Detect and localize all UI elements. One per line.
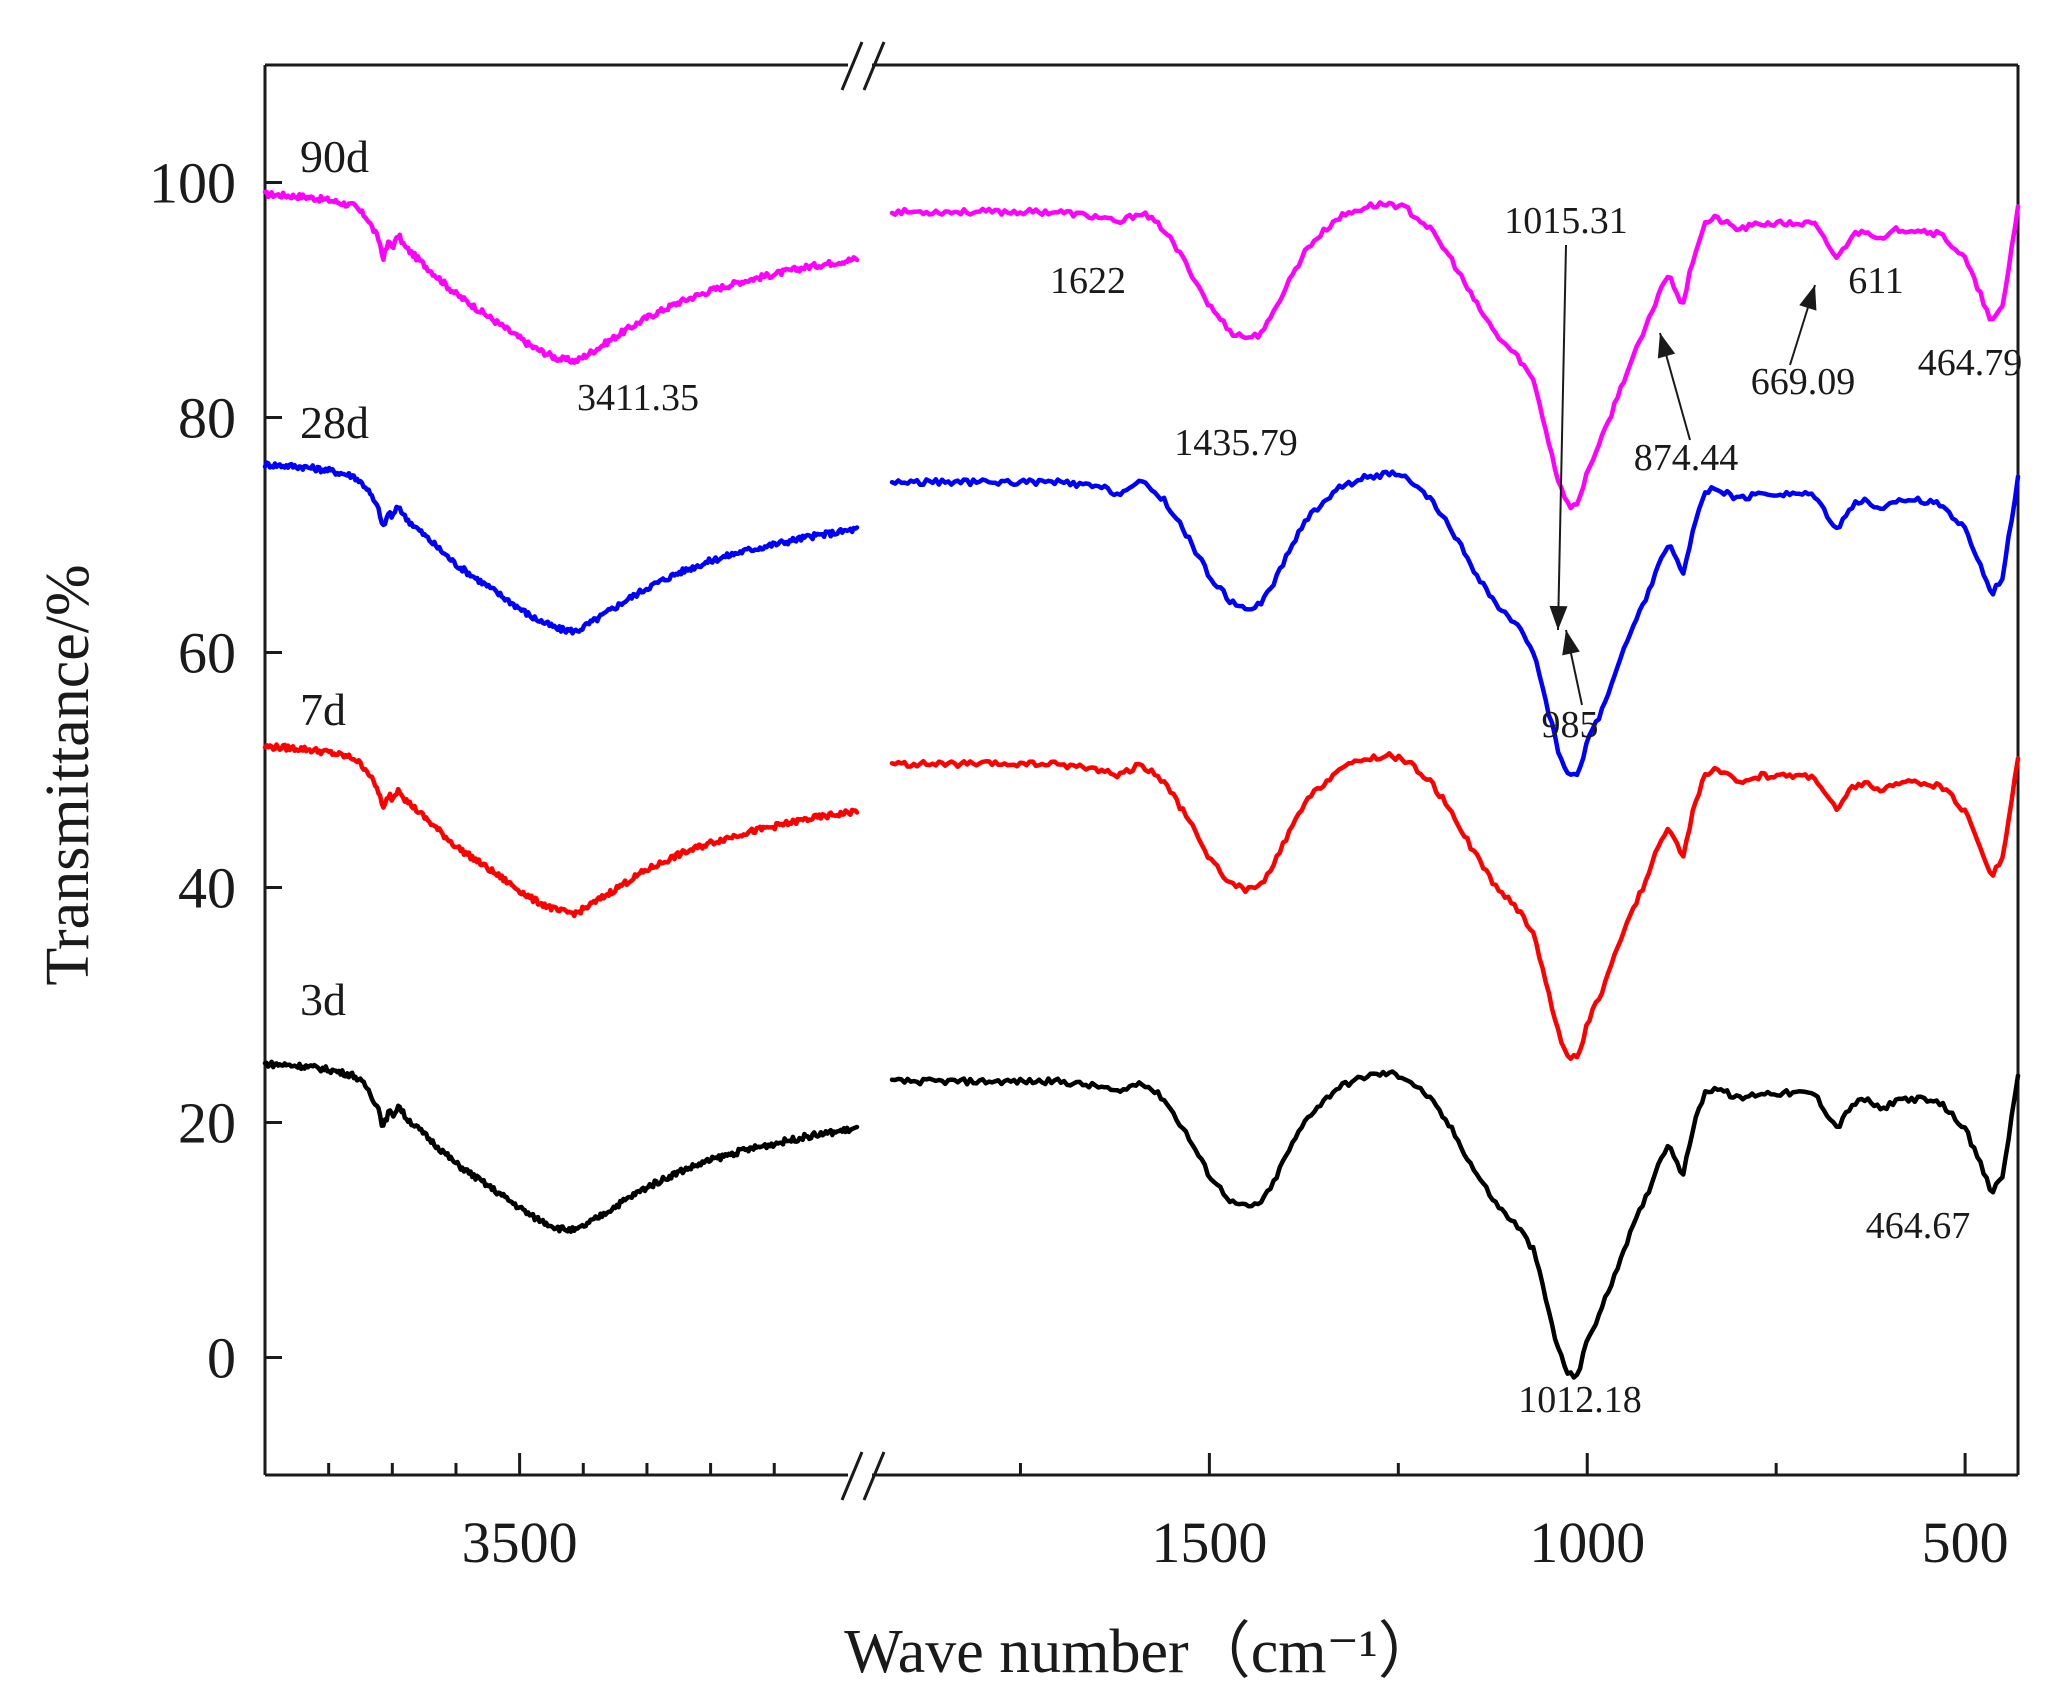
plot-frame	[263, 41, 2020, 1501]
annotation-label: 1622	[1050, 260, 1126, 302]
annotation-label: 985	[1542, 704, 1599, 746]
series-line-28d-high	[262, 460, 860, 636]
series-label-3d: 3d	[300, 974, 346, 1025]
annotation: 1622	[1050, 260, 1126, 302]
annotation-label: 464.79	[1918, 342, 2023, 384]
annotation: 1012.18	[1518, 1379, 1642, 1421]
y-tick-label: 60	[178, 621, 236, 686]
annotation-label: 464.67	[1866, 1205, 1971, 1247]
annotation: 985	[1542, 629, 1599, 746]
series-group	[262, 189, 2021, 1380]
x-tick-label: 1500	[1151, 1510, 1267, 1575]
annotation-arrowhead	[1799, 285, 1817, 311]
y-tick-label: 80	[178, 386, 236, 451]
annotation-label: 1015.31	[1504, 200, 1628, 242]
annotation: 464.67	[1866, 1205, 1971, 1247]
annotation-arrowhead	[1657, 333, 1676, 359]
y-tick-label: 0	[207, 1326, 236, 1391]
axis-tick-labels: 0 20 40 60 80 100 3500 1500 1000 500	[149, 151, 2009, 1576]
annotation-arrowhead	[1562, 630, 1580, 656]
axis-ticks	[265, 181, 1967, 1475]
series-line-3d-low	[889, 1069, 2021, 1380]
y-tick-label: 40	[178, 856, 236, 921]
annotation-label: 1435.79	[1174, 422, 1298, 464]
annotation: 669.09	[1751, 284, 1856, 403]
annotation: 611	[1848, 260, 1904, 302]
series-label-7d: 7d	[300, 684, 346, 735]
series-line-7d-high	[262, 742, 860, 919]
annotation-label: 3411.35	[577, 377, 699, 419]
x-tick-label: 3500	[462, 1510, 578, 1575]
series-labels: 90d 28d 7d 3d	[300, 131, 369, 1025]
x-tick-label: 500	[1922, 1510, 2009, 1575]
series-line-90d-low	[889, 200, 2021, 511]
x-tick-label: 1000	[1529, 1510, 1645, 1575]
annotation: 1015.31	[1504, 200, 1628, 631]
annotation-arrow-line	[1557, 244, 1567, 631]
series-7d	[262, 742, 2021, 1062]
series-line-7d-low	[889, 751, 2021, 1062]
series-label-28d: 28d	[300, 397, 369, 448]
annotation: 874.44	[1634, 332, 1739, 479]
annotation-label: 669.09	[1751, 361, 1856, 403]
annotation: 464.79	[1918, 342, 2023, 384]
x-axis-title: Wave number（cm⁻¹）	[844, 1618, 1440, 1686]
series-3d	[262, 1059, 2021, 1380]
annotation-label: 611	[1848, 260, 1904, 302]
series-line-3d-high	[262, 1059, 860, 1234]
series-label-90d: 90d	[300, 131, 369, 182]
peak-annotations: 3411.35 1622 1435.79 1015.31 985 874.44 669.09…	[577, 200, 2022, 1421]
series-line-28d-low	[889, 469, 2021, 778]
y-tick-label: 100	[149, 151, 236, 216]
annotation-label: 874.44	[1634, 437, 1739, 479]
series-line-90d-high	[262, 189, 860, 365]
annotation-arrowhead	[1549, 605, 1568, 630]
series-90d	[262, 189, 2021, 511]
axis-break-top	[840, 41, 886, 91]
annotation-label: 1012.18	[1518, 1379, 1642, 1421]
annotation: 3411.35	[577, 377, 699, 419]
y-axis-title: Transmittance/%	[34, 564, 102, 985]
y-tick-label: 20	[178, 1091, 236, 1156]
annotation: 1435.79	[1174, 422, 1298, 464]
series-28d	[262, 460, 2021, 778]
axis-break-bottom	[840, 1451, 886, 1501]
